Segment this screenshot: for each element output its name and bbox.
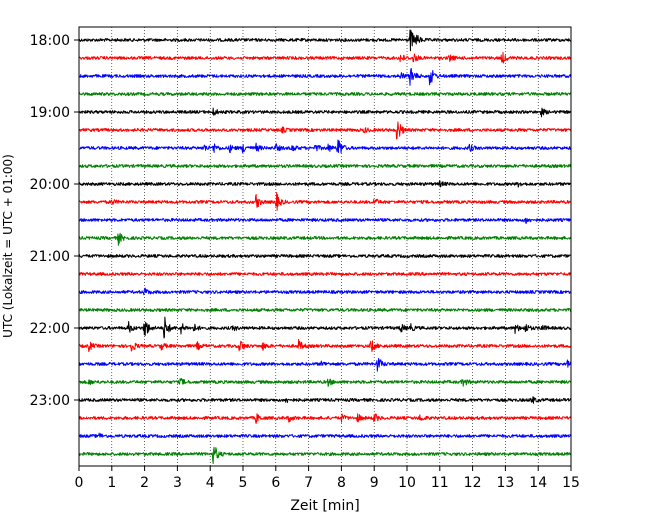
trace-2300 bbox=[78, 396, 572, 404]
y-tick-label: 21:00 bbox=[30, 249, 70, 265]
trace-2130 bbox=[78, 287, 572, 296]
y-axis: 18:00 19:00 20:00 21:00 22:00 23:00 bbox=[30, 33, 79, 409]
trace-2200 bbox=[78, 316, 572, 339]
trace-2145 bbox=[78, 308, 572, 312]
x-tick-label: 12 bbox=[464, 475, 482, 491]
trace-2115 bbox=[78, 272, 572, 276]
trace-2230 bbox=[78, 357, 572, 372]
x-tick-label: 4 bbox=[206, 475, 215, 491]
trace-1900 bbox=[78, 107, 572, 118]
y-tick-label: 19:00 bbox=[30, 105, 70, 121]
trace-1915 bbox=[78, 121, 572, 140]
x-tick-label: 11 bbox=[431, 475, 449, 491]
trace-1800 bbox=[78, 29, 572, 52]
x-tick-label: 9 bbox=[370, 475, 379, 491]
x-tick-label: 3 bbox=[173, 475, 182, 491]
trace-2345 bbox=[78, 446, 572, 465]
trace-1845 bbox=[78, 92, 572, 96]
x-tick-label: 14 bbox=[529, 475, 547, 491]
trace-1945 bbox=[78, 164, 572, 168]
trace-2100 bbox=[78, 254, 572, 258]
trace-2045 bbox=[78, 232, 572, 246]
trace-2245 bbox=[78, 377, 572, 387]
y-tick-label: 23:00 bbox=[30, 393, 70, 409]
y-tick-label: 18:00 bbox=[30, 33, 70, 49]
trace-2000 bbox=[78, 180, 572, 188]
trace-1815 bbox=[78, 51, 572, 64]
seismic-traces bbox=[78, 29, 572, 465]
x-tick-label: 1 bbox=[107, 475, 116, 491]
plot-frame bbox=[78, 26, 572, 467]
trace-1830 bbox=[78, 68, 572, 86]
trace-2330 bbox=[78, 432, 572, 438]
x-axis: 0 1 2 3 4 5 6 7 8 9 10 11 12 13 14 15 bbox=[75, 466, 580, 491]
grid-lines bbox=[111, 27, 539, 466]
y-axis-title: UTC (Lokalzeit = UTC + 01:00) bbox=[1, 154, 15, 338]
trace-1930 bbox=[78, 139, 572, 154]
x-tick-label: 13 bbox=[496, 475, 514, 491]
x-tick-label: 5 bbox=[239, 475, 248, 491]
y-tick-label: 22:00 bbox=[30, 321, 70, 337]
trace-2030 bbox=[78, 217, 572, 224]
x-tick-label: 8 bbox=[337, 475, 346, 491]
x-axis-title: Zeit [min] bbox=[290, 498, 359, 514]
x-tick-label: 7 bbox=[304, 475, 313, 491]
trace-2315 bbox=[78, 413, 572, 424]
trace-2215 bbox=[78, 338, 572, 353]
trace-2015 bbox=[78, 192, 572, 211]
x-tick-label: 6 bbox=[271, 475, 280, 491]
x-tick-label: 15 bbox=[562, 475, 580, 491]
x-tick-label: 0 bbox=[75, 475, 84, 491]
y-tick-label: 20:00 bbox=[30, 177, 70, 193]
x-tick-label: 10 bbox=[398, 475, 416, 491]
x-tick-label: 2 bbox=[140, 475, 149, 491]
